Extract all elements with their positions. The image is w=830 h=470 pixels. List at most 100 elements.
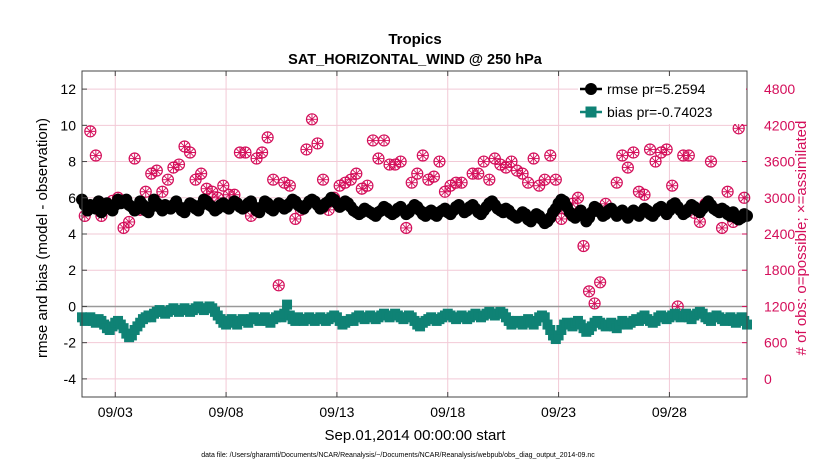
obs-possible-circle [172, 158, 186, 171]
obs-marker [472, 167, 485, 180]
obs-assimilated-cross [423, 174, 434, 185]
obs-marker [172, 158, 186, 171]
obs-assimilated-cross [633, 186, 644, 197]
y-left-tick-label: -4 [64, 371, 77, 387]
obs-marker [305, 113, 319, 126]
obs-assimilated-cross [356, 183, 367, 194]
obs-assimilated-cross [168, 162, 179, 173]
obs-assimilated-cross [395, 156, 406, 167]
obs-assimilated-cross [545, 150, 556, 161]
y-left-tick-label: 6 [68, 190, 76, 206]
obs-marker [89, 149, 102, 162]
obs-marker [411, 167, 424, 180]
obs-assimilated-cross [639, 189, 650, 200]
obs-marker [538, 173, 551, 186]
obs-marker [372, 152, 385, 165]
obs-marker [649, 155, 662, 168]
obs-possible-circle [505, 155, 518, 168]
y-right-tick-label: 0 [764, 371, 772, 387]
obs-assimilated-cross [500, 162, 511, 173]
obs-possible-circle [621, 161, 634, 174]
y-axis-label-right: # of obs: o=possible; ×=assimilated [793, 121, 810, 356]
obs-assimilated-cross [445, 180, 456, 191]
obs-assimilated-cross [246, 210, 257, 221]
obs-assimilated-cross [495, 159, 506, 170]
obs-assimilated-cross [439, 186, 450, 197]
obs-assimilated-cross [251, 153, 262, 164]
obs-assimilated-cross [185, 147, 196, 158]
legend-rmse-marker [585, 83, 597, 95]
bias-point [553, 330, 564, 341]
obs-assimilated-cross [190, 174, 201, 185]
obs-possible-circle [316, 173, 330, 186]
obs-assimilated-cross [595, 277, 606, 288]
obs-possible-circle [150, 164, 163, 177]
bias-point [539, 312, 550, 323]
obs-marker [272, 279, 285, 292]
obs-assimilated-cross [334, 180, 345, 191]
bias-point [279, 308, 290, 319]
obs-marker [527, 152, 540, 165]
obs-marker [682, 149, 695, 162]
legend-bias-marker [585, 106, 597, 118]
obs-possible-circle [549, 173, 562, 186]
obs-marker [643, 143, 657, 156]
obs-marker [588, 297, 601, 310]
obs-assimilated-cross [478, 156, 489, 167]
obs-marker [195, 167, 208, 180]
obs-assimilated-cross [229, 189, 240, 200]
obs-assimilated-cross [656, 147, 667, 158]
obs-possible-circle [377, 134, 391, 147]
obs-marker [638, 188, 651, 201]
obs-assimilated-cross [622, 162, 633, 173]
obs-possible-circle [261, 131, 274, 144]
obs-assimilated-cross [362, 180, 373, 191]
obs-marker [123, 215, 136, 229]
obs-possible-circle [643, 143, 657, 156]
y-right-tick-label: 4800 [764, 81, 795, 97]
obs-assimilated-cross [650, 156, 661, 167]
obs-marker [256, 146, 269, 159]
y-right-tick-label: 3600 [764, 154, 795, 170]
obs-assimilated-cross [268, 174, 279, 185]
obs-possible-circle [239, 146, 252, 159]
obs-assimilated-cross [512, 165, 523, 176]
data-file-footnote: data file: /Users/gharamti/Documents/NCA… [201, 452, 595, 459]
obs-marker [427, 170, 440, 183]
y-left-tick-label: 4 [68, 226, 76, 242]
obs-possible-circle [311, 137, 324, 150]
obs-assimilated-cross [672, 301, 683, 312]
bias-point [545, 324, 556, 335]
obs-assimilated-cross [567, 198, 578, 209]
obs-assimilated-cross [406, 177, 417, 188]
obs-marker [156, 185, 169, 198]
obs-assimilated-cross [694, 216, 705, 227]
x-tick-label: 09/18 [430, 404, 465, 420]
obs-assimilated-cross [301, 144, 312, 155]
obs-possible-circle [477, 155, 490, 168]
obs-assimilated-cross [456, 177, 467, 188]
y-axis-label-left: rmse and bias (model - observation) [34, 118, 51, 358]
obs-marker [627, 146, 640, 159]
obs-possible-circle [305, 113, 319, 126]
obs-marker [161, 173, 174, 186]
obs-possible-circle [350, 167, 363, 180]
obs-marker [660, 143, 673, 156]
y-left-tick-label: 0 [68, 298, 76, 314]
chart-subtitle: SAT_HORIZONTAL_WIND @ 250 hPa [288, 52, 543, 68]
obs-assimilated-cross [179, 141, 190, 152]
obs-assimilated-cross [367, 135, 378, 146]
obs-possible-circle [272, 279, 285, 292]
obs-assimilated-cross [390, 159, 401, 170]
obs-marker [577, 239, 590, 253]
obs-assimilated-cross [705, 156, 716, 167]
legend-rmse-label: rmse pr=5.2594 [607, 81, 706, 97]
obs-assimilated-cross [124, 216, 135, 227]
obs-assimilated-cross [257, 147, 268, 158]
obs-possible-circle [483, 173, 496, 186]
obs-possible-circle [156, 185, 169, 198]
obs-assimilated-cross [212, 192, 223, 203]
obs-marker [477, 155, 490, 168]
chart-title: Tropics [388, 31, 441, 48]
